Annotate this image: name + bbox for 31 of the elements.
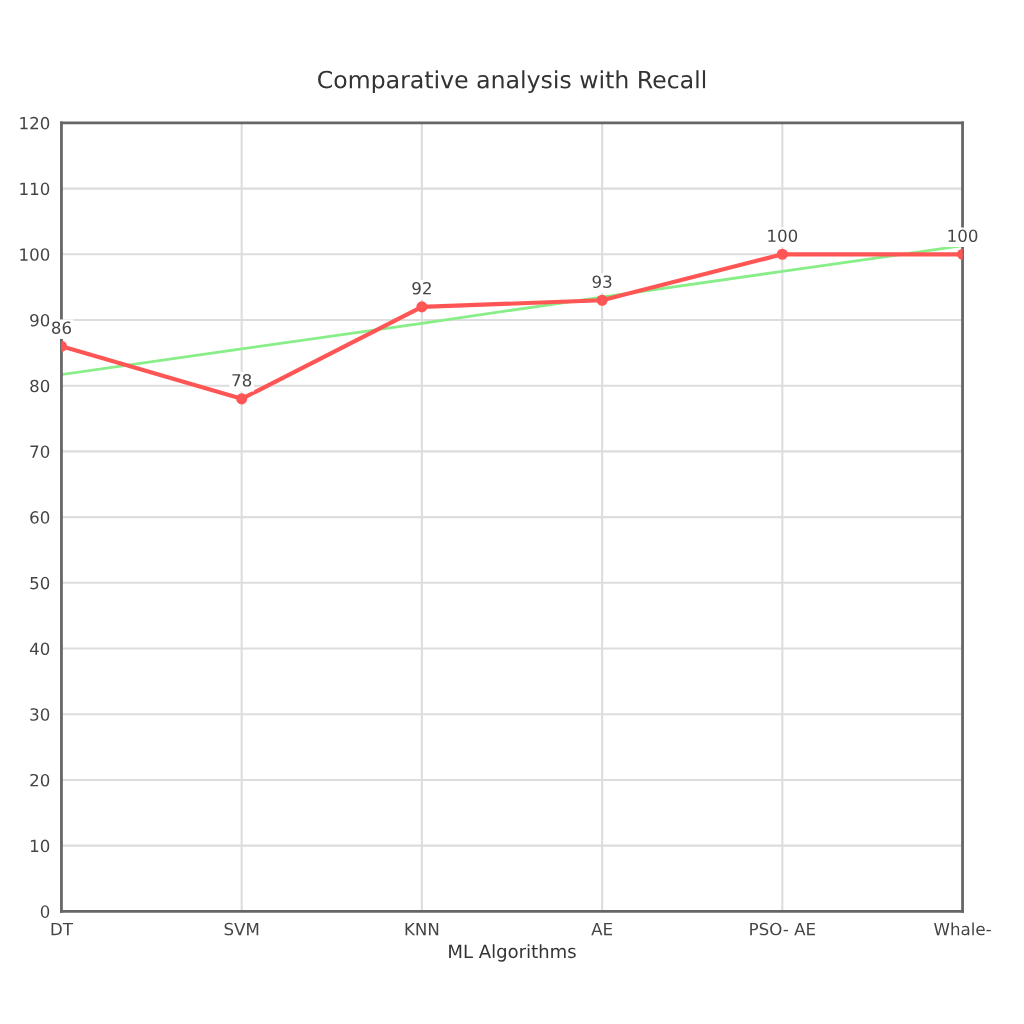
point [236,393,248,405]
y-tick-label: 40 [29,642,50,656]
point [596,294,608,306]
x-tick-label: AE [591,922,613,936]
y-tick-label: 110 [20,182,50,196]
x-tick-label: Whale- [934,922,991,936]
y-tick-label: 100 [20,248,50,261]
y-tick-label: 70 [30,445,50,458]
x-tick-label: PSO- AE [750,922,815,936]
data-label: 100 [768,229,798,243]
data-label: 93 [592,275,612,289]
data-label: 78 [232,373,252,387]
x-tick-label: SVM [224,922,259,936]
y-tick-label: 0 [40,905,50,918]
y-tick-label: 10 [30,839,50,853]
y-tick-label: 120 [20,116,50,130]
data-label: 86 [51,321,71,335]
chart-title: Comparative analysis with Recall [318,70,706,94]
point [776,248,788,260]
y-tick-label: 30 [30,708,50,721]
y-tick-label: 60 [30,511,50,524]
point [416,301,428,313]
y-tick-label: 20 [30,773,50,787]
x-tick-label: DT [51,922,73,936]
y-tick-label: 90 [30,313,50,327]
y-tick-label: 50 [30,576,50,590]
data-label: 92 [412,281,431,295]
x-axis-title: ML Algorithms [449,944,576,962]
x-tick-label: KNN [405,922,439,936]
data-label: 100 [948,229,978,243]
y-tick-label: 80 [30,379,50,393]
